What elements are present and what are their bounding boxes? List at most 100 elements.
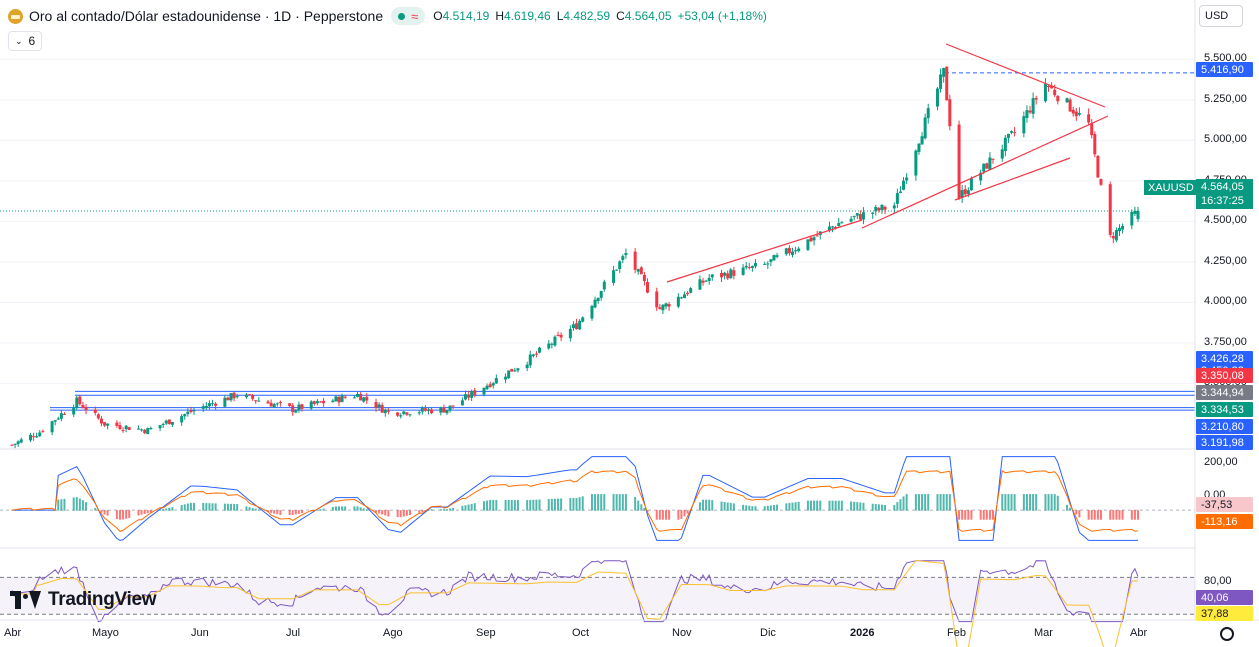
candle [1136, 206, 1140, 222]
candle-body [309, 401, 313, 409]
candle [485, 383, 489, 391]
macd-histogram-bar [118, 510, 121, 520]
candle [895, 188, 899, 209]
candle-body [136, 428, 140, 430]
candle-body [772, 255, 776, 261]
macd-histogram-bar [964, 510, 967, 520]
macd-histogram-bar [60, 499, 63, 511]
candle [1077, 107, 1081, 117]
trendline-drawings[interactable] [666, 43, 1109, 283]
candle-body [985, 163, 989, 169]
candle-body [861, 212, 865, 220]
current-price-label: 4.564,05 16:37:25 [1196, 179, 1253, 209]
macd-histogram-bar [399, 510, 402, 518]
candle-body [969, 178, 973, 191]
candle-body [590, 306, 594, 319]
macd-histogram-bar [254, 508, 257, 511]
candle-body [790, 251, 794, 255]
candle [1121, 223, 1125, 234]
macd-histogram-bar [486, 500, 489, 511]
macd-histogram-bar [1004, 494, 1007, 511]
symbol-title[interactable]: Oro al contado/Dólar estadounidense · 1D… [29, 8, 384, 24]
candle-body [547, 343, 551, 349]
candle [723, 271, 727, 280]
candle [957, 120, 961, 201]
candle [547, 340, 551, 350]
macd-histogram-bar [1118, 510, 1121, 520]
macd-histogram-bar [513, 500, 516, 511]
candle-body [340, 395, 344, 403]
candle-body [266, 401, 270, 404]
candle [883, 205, 887, 215]
candle [121, 427, 125, 433]
candle-body [723, 272, 727, 276]
macd-histogram-bar [439, 509, 442, 511]
candle [229, 393, 233, 402]
candle [226, 396, 230, 401]
rsi-band [0, 577, 1195, 615]
candle-body [766, 263, 770, 265]
candle [645, 278, 649, 294]
candle-body [920, 136, 924, 145]
macd-histogram-bar [1066, 504, 1069, 511]
candle-body [957, 124, 961, 199]
candle-body [892, 205, 896, 209]
candle [880, 204, 884, 214]
macd-histogram-bar [640, 504, 643, 511]
candle [575, 318, 579, 330]
candle [920, 132, 924, 145]
macd-histogram-bar [1047, 494, 1050, 511]
macd-histogram-bar [128, 510, 131, 518]
macd-histogram-bar [510, 500, 513, 511]
candle-body [232, 392, 236, 399]
price-tick: 3.750,00 [1204, 335, 1247, 348]
candle-body [192, 410, 196, 412]
candle [1090, 119, 1094, 139]
candle-body [29, 434, 33, 441]
candle [710, 273, 714, 281]
candle-body [658, 307, 662, 310]
candle-body [84, 407, 88, 411]
currency-selector[interactable]: USD [1199, 5, 1243, 27]
candle [945, 66, 949, 101]
candle-body [161, 423, 165, 425]
candle [553, 335, 557, 347]
macd-histogram-bar [816, 500, 819, 511]
candle-body [356, 393, 360, 397]
rsi-tick: 80,00 [1204, 575, 1232, 587]
macd-histogram-bar [572, 498, 575, 511]
macd-histogram-bar [338, 506, 341, 511]
macd-histogram-bar [362, 508, 365, 511]
macd-histogram-bar [661, 510, 664, 520]
tradingview-logo[interactable]: TradingView [10, 589, 157, 611]
candle-body [531, 354, 535, 357]
candle-body [248, 394, 252, 396]
macd-histogram-bar [516, 500, 519, 511]
candle [201, 403, 205, 413]
macd-histogram-bar [985, 510, 988, 520]
candle [248, 393, 252, 396]
candle-body [1093, 134, 1097, 155]
macd-histogram-bar [381, 510, 384, 515]
indicators-toggle-button[interactable]: ⌄ 6 [8, 31, 43, 51]
macd-histogram-bar [569, 498, 572, 511]
macd-histogram-bar [597, 494, 600, 511]
candle-body [93, 409, 97, 413]
candle-body [1108, 184, 1112, 235]
macd-histogram-bar [449, 508, 452, 511]
macd-histogram-bar [1090, 510, 1093, 520]
candle-body [103, 422, 107, 426]
settings-icon[interactable] [1220, 627, 1234, 641]
candle-series[interactable] [10, 66, 1140, 449]
macd-histogram-bar [526, 500, 529, 511]
macd-histogram-bar [621, 494, 624, 511]
candle [29, 432, 33, 443]
macd-histogram-bar [797, 501, 800, 511]
macd-tick: 200,00 [1204, 456, 1238, 468]
market-status-pill[interactable]: ≈ [391, 7, 426, 25]
candle-body [840, 222, 844, 224]
chart-legend: Oro al contado/Dólar estadounidense · 1D… [8, 6, 767, 26]
candle [291, 403, 295, 416]
macd-histogram-bar [85, 502, 88, 511]
